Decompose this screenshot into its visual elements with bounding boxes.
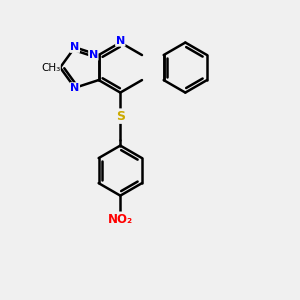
Text: N: N	[89, 50, 98, 60]
Text: N: N	[116, 36, 125, 46]
Text: N: N	[70, 83, 80, 93]
Text: S: S	[116, 110, 125, 123]
Text: N: N	[70, 42, 80, 52]
Text: CH₃: CH₃	[41, 63, 60, 73]
Text: NO₂: NO₂	[108, 213, 133, 226]
